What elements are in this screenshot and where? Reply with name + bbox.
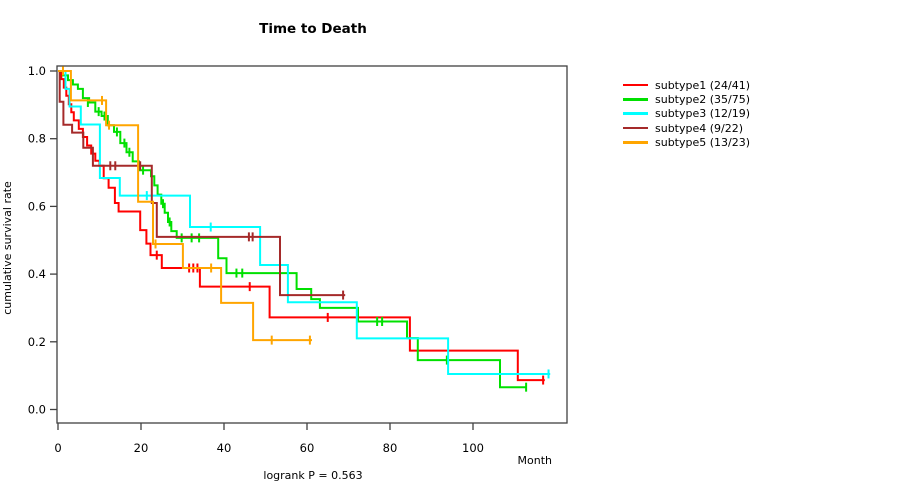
y-axis-tick-label: 0.2 (28, 335, 46, 349)
x-axis-tick-label: 40 (217, 441, 232, 455)
y-axis-tick-label: 0.0 (28, 403, 46, 417)
legend-line-swatch (623, 112, 648, 115)
survival-curve-subtype2 (58, 70, 527, 389)
survival-curve-subtype5 (58, 70, 312, 342)
y-axis-tick-label: 1.0 (28, 64, 46, 78)
legend-item-label: subtype5 (13/23) (655, 135, 751, 149)
legend-line-swatch (623, 126, 648, 130)
legend-item: subtype2 (35/75) (623, 92, 750, 106)
legend: subtype1 (24/41) subtype2 (35/75) subtype3… (623, 78, 750, 149)
x-axis-tick-label: 80 (383, 441, 398, 455)
legend-item: subtype3 (12/19) (623, 107, 750, 121)
legend-line-swatch (623, 83, 648, 87)
legend-line-swatch (623, 98, 648, 101)
logrank-note: logrank P = 0.563 (263, 469, 363, 482)
legend-item-label: subtype4 (9/22) (655, 121, 744, 135)
legend-line-swatch (623, 141, 648, 144)
y-axis-tick-label: 0.4 (28, 267, 46, 281)
survival-curve-subtype1 (58, 70, 545, 382)
x-axis-title: Month (517, 454, 552, 467)
survival-curve-subtype4 (58, 70, 346, 297)
x-axis-tick-label: 100 (462, 441, 484, 455)
legend-item-label: subtype3 (12/19) (655, 107, 751, 121)
legend-item: subtype4 (9/22) (623, 121, 750, 135)
legend-item: subtype5 (13/23) (623, 135, 750, 149)
plot-box (56, 65, 568, 424)
y-axis-tick-label: 0.6 (28, 199, 46, 213)
y-axis-tick-label: 0.8 (28, 132, 46, 146)
legend-item-label: subtype1 (24/41) (655, 78, 751, 92)
chart-title: Time to Death (259, 21, 367, 37)
x-axis-tick-label: 20 (134, 441, 149, 455)
survival-curve-subtype3 (58, 70, 551, 375)
y-axis-title-text: cumulative survival rate (1, 181, 14, 315)
legend-item: subtype1 (24/41) (623, 78, 750, 92)
legend-item-label: subtype2 (35/75) (655, 92, 751, 106)
x-axis-tick-label: 0 (54, 441, 61, 455)
x-axis-tick-label: 60 (300, 441, 315, 455)
